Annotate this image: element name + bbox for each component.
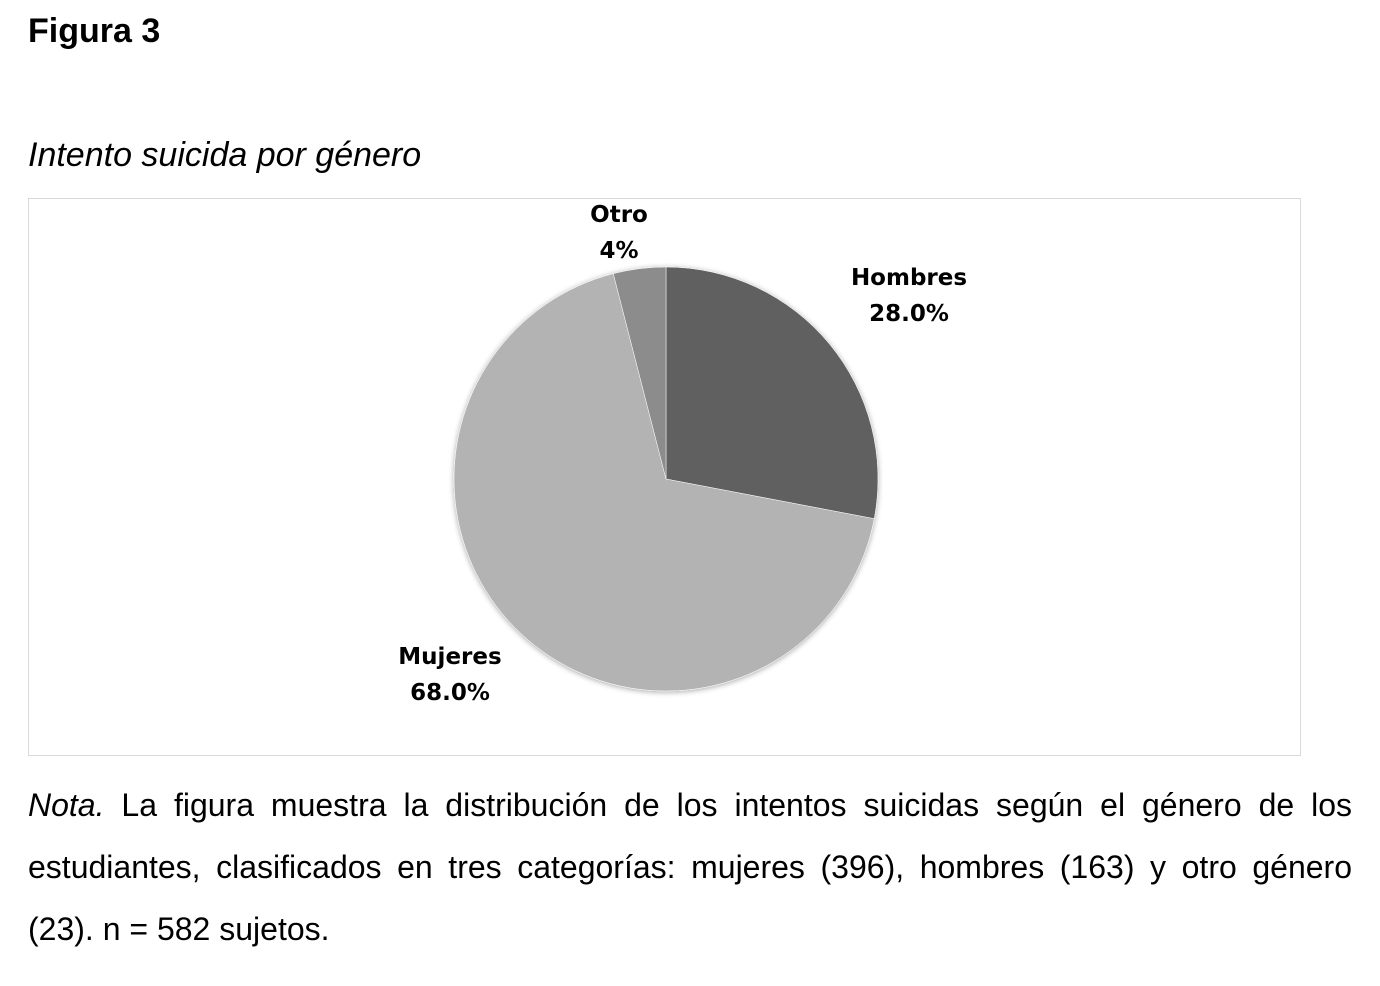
note-text: La figura muestra la distribución de los…: [28, 787, 1352, 947]
slice-label-otro: Otro: [590, 202, 648, 228]
pie-slice-hombres: [665, 266, 879, 520]
slice-label-mujeres: Mujeres: [398, 644, 501, 670]
figure-label: Figura 3: [28, 12, 161, 50]
slice-value-mujeres: 68.0%: [410, 680, 490, 706]
pie-slice-otro: [612, 266, 667, 480]
slice-value-otro: 4%: [599, 238, 638, 264]
slice-label-hombres: Hombres: [851, 265, 967, 291]
pie-chart: Hombres 28.0% Mujeres 68.0% Otro 4%: [398, 202, 967, 706]
note-lead: Nota.: [28, 787, 105, 823]
figure-note: Nota. La figura muestra la distribución …: [28, 774, 1352, 960]
figure-title: Intento suicida por género: [28, 136, 422, 174]
pie-slice-mujeres: [453, 273, 875, 692]
slice-value-hombres: 28.0%: [869, 301, 949, 327]
chart-area: Hombres 28.0% Mujeres 68.0% Otro 4%: [28, 198, 1301, 756]
